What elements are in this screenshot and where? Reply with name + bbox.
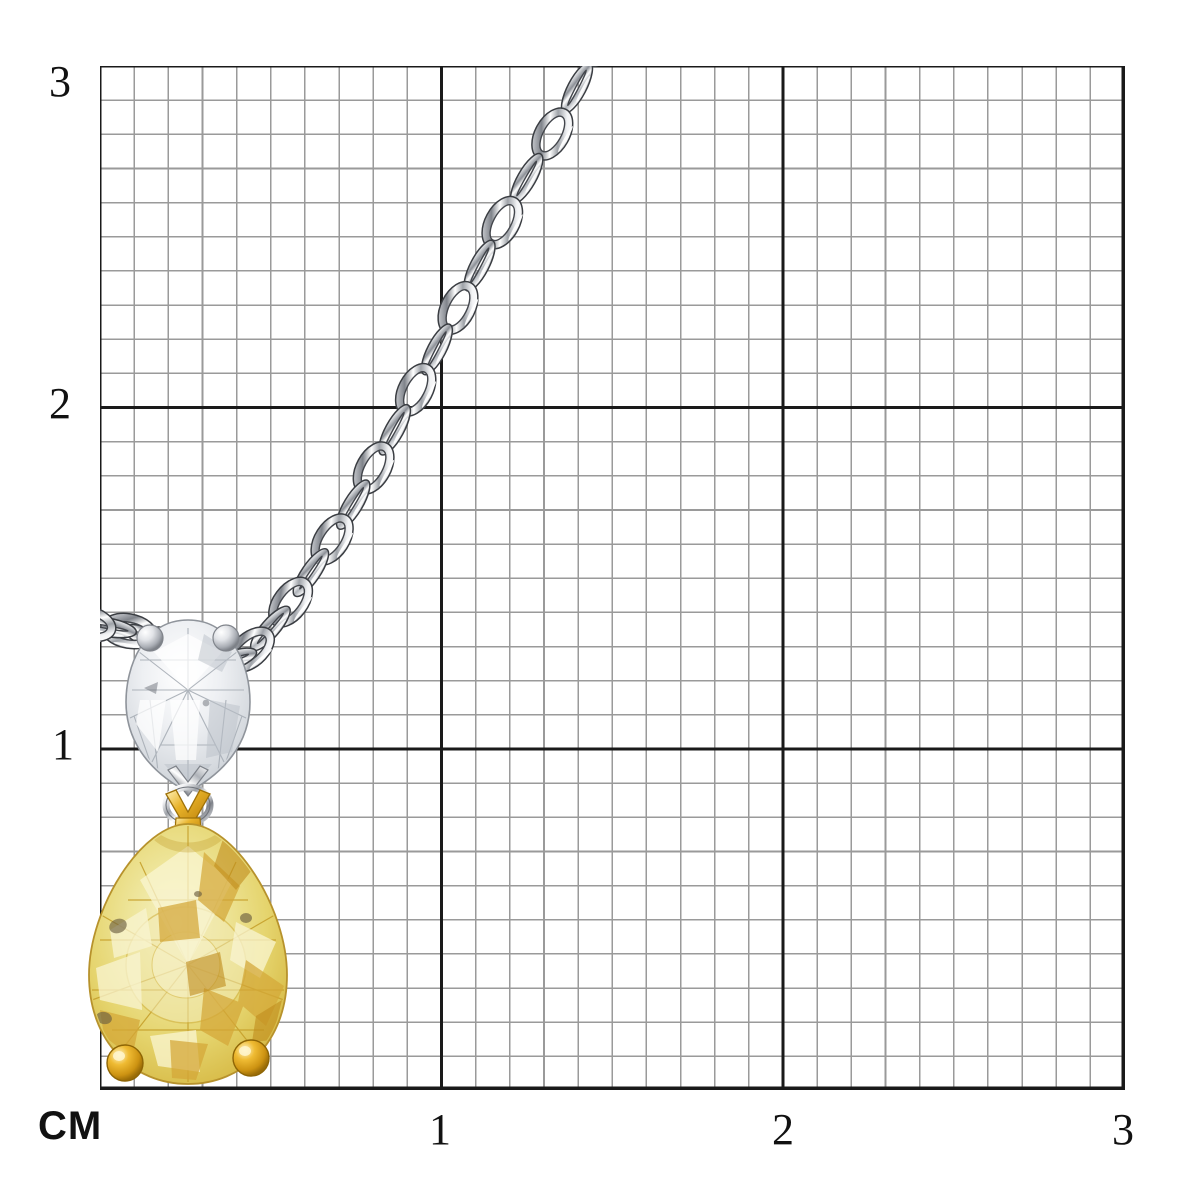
x-axis-tick-2: 2: [772, 1105, 794, 1154]
measurement-grid: [100, 66, 1125, 1090]
chain-link: [38, 600, 97, 637]
y-axis-tick-3: 3: [49, 57, 71, 106]
y-axis-tick-2: 2: [49, 379, 71, 428]
grid-svg: [100, 66, 1125, 1090]
grid-major-lines: [100, 66, 1125, 1090]
x-axis-tick-3: 3: [1112, 1105, 1134, 1154]
grid-minor-lines: [100, 66, 1125, 1090]
chain-link: [579, 66, 621, 68]
chain-link: [15, 585, 80, 637]
x-axis-tick-1: 1: [429, 1105, 451, 1154]
unit-label-cm: CM: [38, 1104, 103, 1148]
y-axis-tick-1: 1: [52, 720, 74, 769]
